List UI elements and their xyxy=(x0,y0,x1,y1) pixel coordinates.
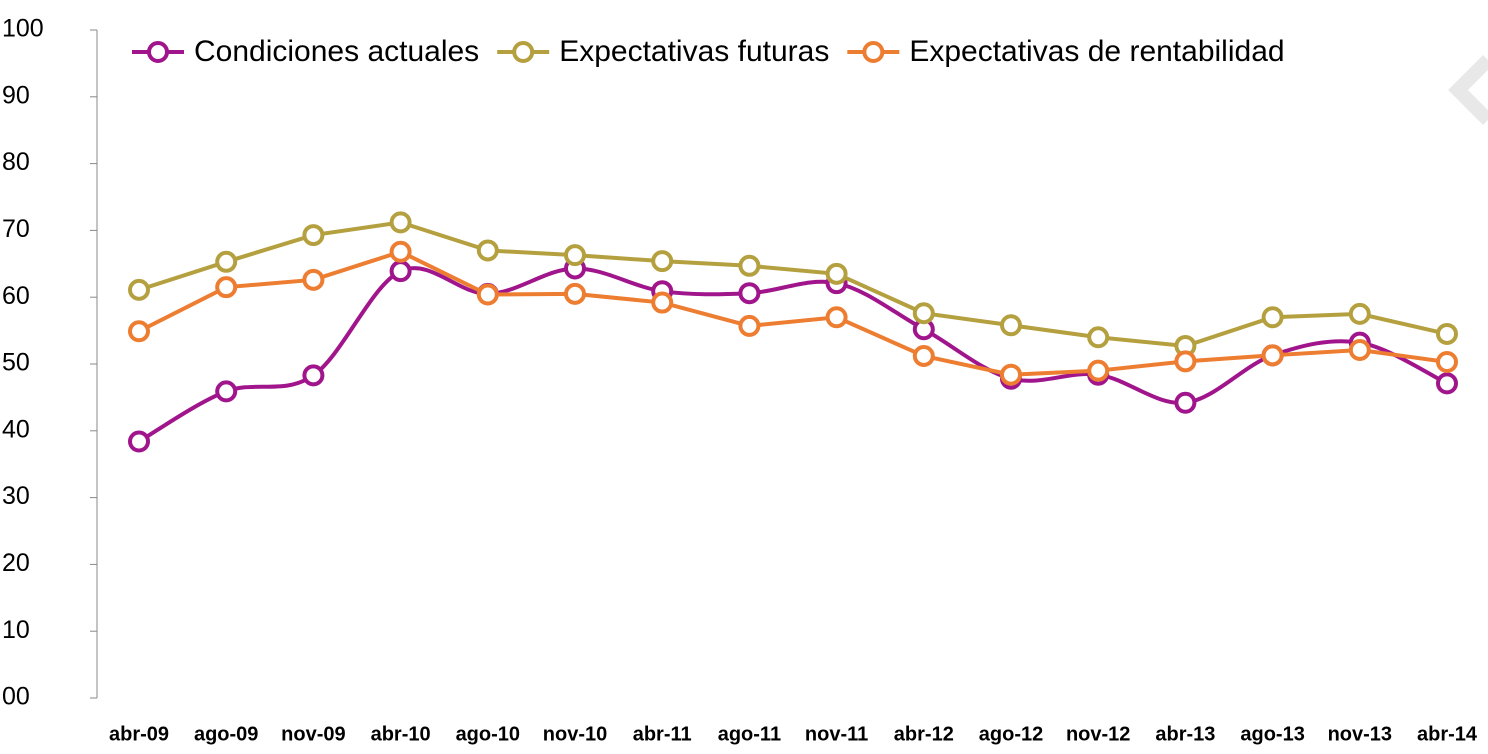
x-tick-label: nov-13 xyxy=(1328,723,1392,745)
data-point xyxy=(651,250,674,273)
x-tick-label: nov-10 xyxy=(543,723,607,745)
data-point xyxy=(1348,338,1371,361)
y-tick-label: 50 xyxy=(2,349,30,377)
y-tick-label: 30 xyxy=(2,482,30,510)
series-line xyxy=(138,249,1448,377)
data-point xyxy=(128,278,150,301)
data-point xyxy=(1261,306,1284,329)
nav-arrow xyxy=(1448,55,1488,125)
data-point xyxy=(302,268,325,291)
data-point xyxy=(651,291,674,314)
data-point xyxy=(738,314,761,337)
x-tick-label: nov-11 xyxy=(805,723,868,745)
x-tick-label: abr-09 xyxy=(109,723,169,745)
legend-label: Expectativas futuras xyxy=(559,35,829,68)
data-point xyxy=(215,276,238,299)
x-tick-label: abr-11 xyxy=(633,723,692,745)
x-tick-label: ago-10 xyxy=(456,723,520,745)
data-point xyxy=(564,244,586,267)
x-tick-label: abr-13 xyxy=(1155,723,1215,745)
legend-label: Expectativas de rentabilidad xyxy=(909,35,1284,68)
x-tick-label: abr-10 xyxy=(371,723,431,745)
data-point xyxy=(738,254,761,277)
data-point xyxy=(302,224,325,247)
data-point xyxy=(389,211,412,234)
data-point xyxy=(1000,314,1022,337)
y-tick-label: 10 xyxy=(2,616,30,644)
x-tick-label: abr-14 xyxy=(1417,723,1478,745)
data-point xyxy=(564,282,586,305)
data-point xyxy=(1436,372,1458,395)
series-line xyxy=(138,220,1448,348)
y-tick-label: 90 xyxy=(2,81,30,109)
y-tick-label: 00 xyxy=(2,683,30,711)
x-tick-label: nov-12 xyxy=(1066,723,1130,745)
data-point xyxy=(389,260,412,283)
x-tick-label: ago-12 xyxy=(979,723,1043,745)
data-point xyxy=(912,302,935,325)
data-point xyxy=(1174,391,1197,414)
data-point xyxy=(1436,322,1458,345)
data-point xyxy=(215,250,238,273)
y-tick-label: 100 xyxy=(2,15,44,43)
y-tick-label: 70 xyxy=(2,215,30,243)
data-point xyxy=(476,283,499,306)
data-point xyxy=(1087,326,1110,349)
legend-marker xyxy=(147,41,169,63)
data-point xyxy=(476,239,499,262)
data-point xyxy=(1000,363,1022,386)
data-point xyxy=(1436,350,1458,373)
data-point xyxy=(912,344,935,367)
legend-marker xyxy=(862,41,885,63)
x-tick-label: nov-09 xyxy=(281,723,345,745)
series-line xyxy=(138,266,1448,444)
y-tick-label: 40 xyxy=(2,415,30,443)
data-point xyxy=(738,282,761,305)
legend-label: Condiciones actuales xyxy=(194,35,479,68)
data-point xyxy=(825,306,848,329)
data-point xyxy=(1348,302,1371,325)
x-tick-label: ago-09 xyxy=(194,723,258,745)
data-point xyxy=(215,380,238,403)
x-tick-label: ago-13 xyxy=(1240,723,1304,745)
data-point xyxy=(1174,350,1197,373)
data-point xyxy=(389,240,412,263)
x-tick-label: abr-12 xyxy=(894,723,954,745)
y-tick-label: 80 xyxy=(2,148,30,176)
data-point xyxy=(302,364,325,387)
x-tick-label: ago-11 xyxy=(718,723,781,745)
y-tick-label: 60 xyxy=(2,282,30,310)
data-point xyxy=(1261,344,1284,367)
data-point xyxy=(825,262,848,285)
y-tick-label: 20 xyxy=(2,549,30,577)
legend-marker xyxy=(512,41,535,63)
data-point xyxy=(1087,359,1110,382)
data-point xyxy=(128,430,150,453)
data-point xyxy=(128,320,150,343)
